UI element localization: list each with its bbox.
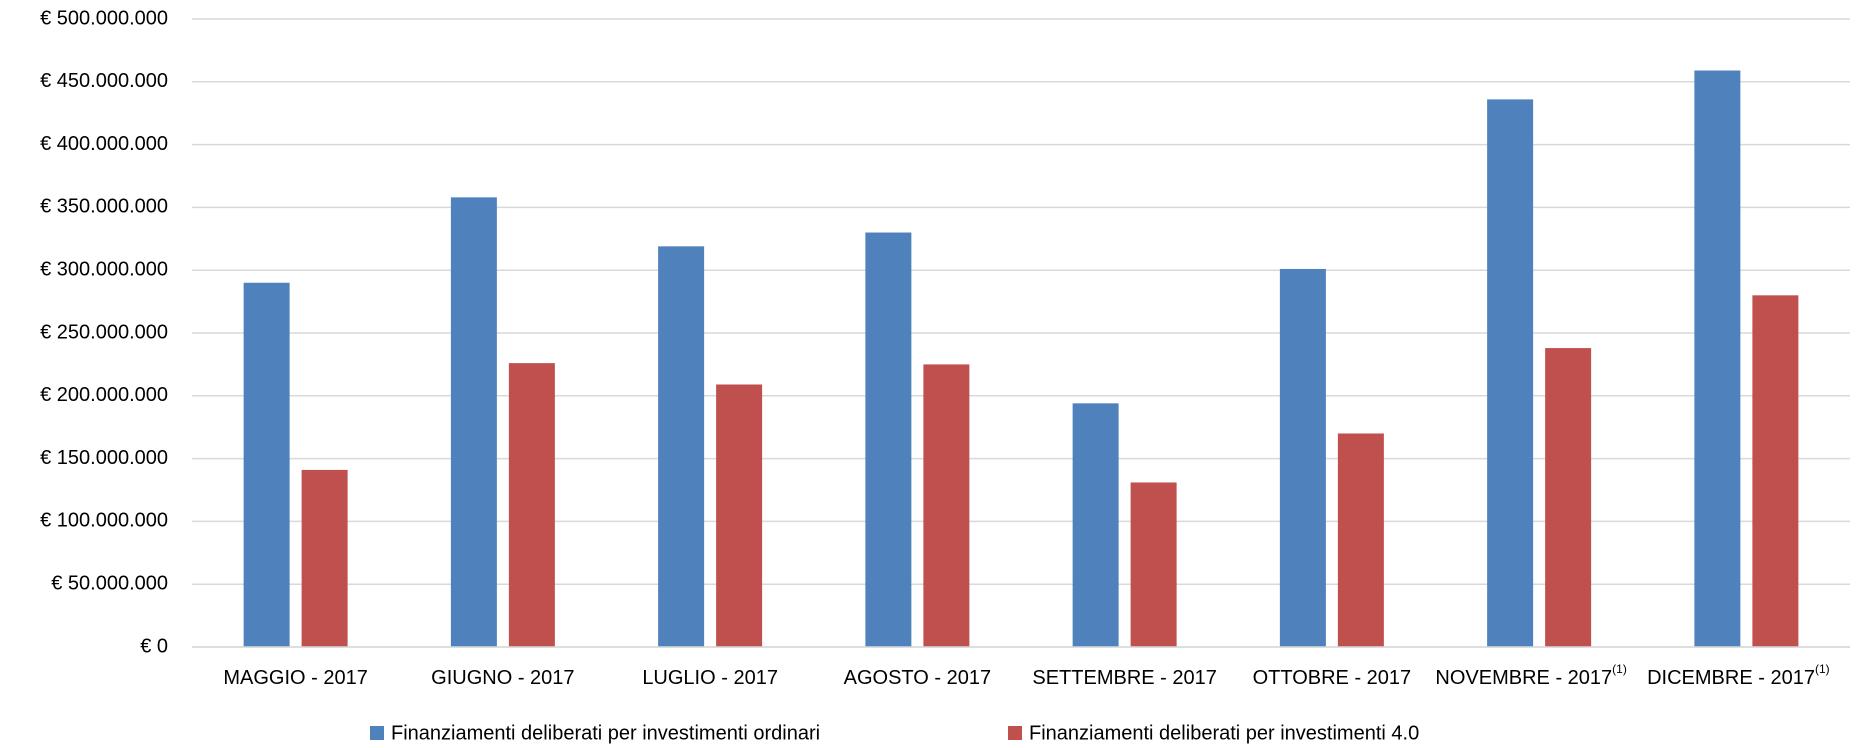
y-tick-label: € 200.000.000 [40, 384, 168, 406]
x-tick-text: NOVEMBRE - 2017 [1435, 667, 1612, 689]
y-tick-label: € 300.000.000 [40, 258, 168, 280]
y-tick-label: € 400.000.000 [40, 133, 168, 155]
legend-swatch [370, 726, 384, 740]
bar [508, 363, 555, 647]
bar [923, 364, 970, 647]
legend-swatch [1008, 726, 1022, 740]
x-tick-text: OTTOBRE - 2017 [1253, 667, 1412, 689]
x-tick-text: DICEMBRE - 2017 [1647, 667, 1815, 689]
x-tick-label: MAGGIO - 2017 [223, 667, 368, 689]
bar [1487, 99, 1534, 647]
bar [1072, 403, 1119, 647]
x-tick-label: AGOSTO - 2017 [844, 667, 991, 689]
bar [1279, 268, 1326, 647]
bar [1694, 70, 1741, 648]
bar [450, 197, 497, 648]
bar [1130, 482, 1177, 647]
y-tick-label: € 350.000.000 [40, 196, 168, 218]
x-tick-text: GIUGNO - 2017 [431, 667, 574, 689]
y-tick-label: € 0 [140, 635, 168, 657]
x-tick-label: NOVEMBRE - 2017(1) [1435, 662, 1626, 689]
x-tick-label: GIUGNO - 2017 [431, 667, 574, 689]
y-tick-label: € 150.000.000 [40, 447, 168, 469]
x-tick-text: SETTEMBRE - 2017 [1032, 667, 1217, 689]
bar [658, 246, 705, 647]
bar [865, 232, 912, 647]
y-tick-label: € 100.000.000 [40, 510, 168, 532]
x-tick-label: DICEMBRE - 2017(1) [1647, 662, 1830, 689]
y-tick-label: € 250.000.000 [40, 321, 168, 343]
x-tick-label: OTTOBRE - 2017 [1253, 667, 1412, 689]
footnote-mark: (1) [1815, 662, 1830, 676]
bar [1337, 433, 1384, 647]
x-tick-label: SETTEMBRE - 2017 [1032, 667, 1217, 689]
bar [1752, 295, 1799, 647]
bar [716, 384, 763, 647]
legend-label: Finanziamenti deliberati per investiment… [1029, 722, 1419, 744]
x-tick-text: LUGLIO - 2017 [642, 667, 778, 689]
y-tick-label: € 50.000.000 [51, 572, 168, 594]
y-tick-label: € 500.000.000 [40, 7, 168, 29]
bar [301, 469, 348, 647]
legend-label: Finanziamenti deliberati per investiment… [391, 722, 820, 744]
footnote-mark: (1) [1612, 662, 1627, 676]
x-tick-label: LUGLIO - 2017 [642, 667, 778, 689]
bar [1545, 348, 1592, 647]
bar [243, 282, 290, 647]
x-tick-text: MAGGIO - 2017 [223, 667, 368, 689]
y-tick-label: € 450.000.000 [40, 70, 168, 92]
x-tick-text: AGOSTO - 2017 [844, 667, 991, 689]
